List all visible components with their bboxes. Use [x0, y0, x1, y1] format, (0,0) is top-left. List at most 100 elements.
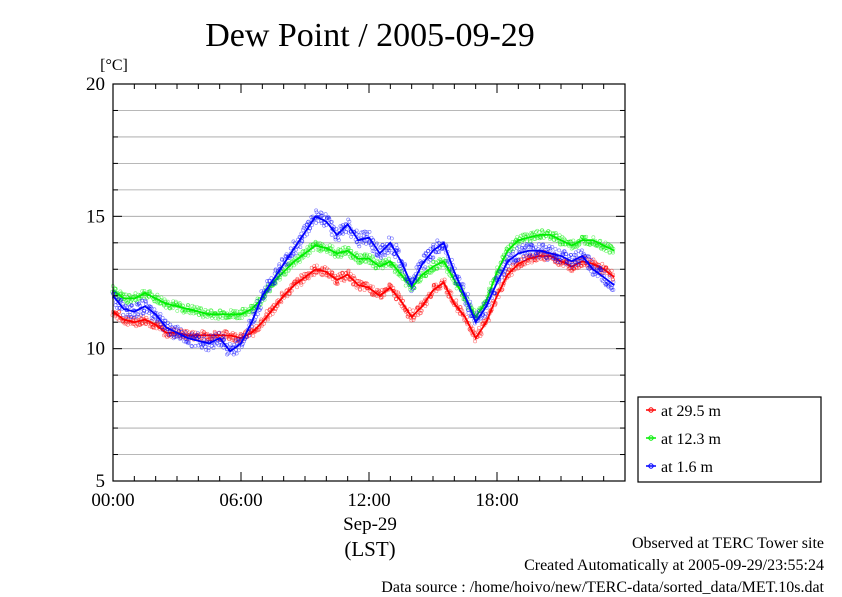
series-point [602, 269, 607, 274]
series-point [483, 311, 488, 316]
series-point [357, 244, 362, 249]
series-point [600, 261, 605, 266]
series-point [277, 262, 282, 267]
series-point [431, 242, 436, 247]
series-point [403, 283, 408, 288]
series-point [227, 337, 232, 342]
series-point [324, 223, 329, 228]
series-point [359, 230, 364, 235]
series-point [239, 316, 244, 321]
series-point [419, 302, 423, 306]
series-point [205, 315, 210, 319]
series-point [308, 242, 313, 247]
series-point [134, 314, 139, 319]
series-point [510, 240, 515, 244]
series-point [367, 261, 372, 265]
series-point [362, 288, 367, 293]
series-point [291, 252, 296, 257]
series-point [558, 260, 563, 265]
series-point [225, 352, 229, 357]
series-point [392, 270, 397, 275]
series-point [569, 262, 574, 267]
series-point [319, 211, 324, 215]
series-point [316, 219, 321, 223]
series-point [516, 257, 521, 262]
series-point [386, 251, 390, 255]
series-point [351, 282, 356, 287]
series-point [431, 245, 436, 250]
series-point [522, 257, 527, 261]
series-point [558, 240, 562, 245]
series-point [346, 246, 351, 251]
series-point [268, 286, 273, 291]
series-point [259, 317, 264, 322]
series-point [190, 303, 195, 308]
series-point [314, 263, 319, 268]
series-point [154, 319, 159, 324]
series-point [206, 348, 211, 353]
series-point [466, 292, 470, 296]
series-point [580, 264, 584, 268]
y-tick-label: 20 [86, 74, 105, 95]
series-point [565, 260, 570, 264]
series-point [330, 244, 335, 249]
series-point [326, 268, 331, 272]
series-point [336, 247, 341, 252]
series-point [383, 253, 388, 258]
series-point [293, 261, 298, 266]
series-point [301, 226, 306, 230]
series-point [393, 255, 398, 260]
series-point [433, 250, 438, 254]
series-point [334, 281, 339, 286]
series-point [174, 335, 179, 340]
series-point [255, 312, 260, 317]
series-point [197, 334, 201, 339]
series-point [354, 251, 359, 255]
x-tick-label: 06:00 [219, 490, 262, 511]
y-tick-label: 15 [86, 206, 105, 227]
series-point [584, 254, 589, 259]
series-point [370, 249, 375, 253]
series-point [525, 232, 529, 237]
series-point [148, 289, 153, 294]
series-point [235, 309, 239, 314]
series-point [299, 282, 304, 287]
series-point [135, 312, 140, 317]
series-point [454, 298, 459, 303]
series-point [589, 257, 594, 262]
series-point [587, 257, 592, 262]
series-point [170, 306, 175, 311]
series-point [278, 271, 283, 276]
series-point [574, 253, 578, 258]
series-point [334, 227, 339, 231]
series-point [195, 305, 200, 310]
x-tick-label: 00:00 [91, 490, 134, 511]
series-point [374, 266, 379, 271]
series-point [206, 345, 211, 350]
series-point [409, 318, 414, 323]
series-point [196, 331, 200, 336]
series-point [374, 241, 379, 246]
series-point [428, 255, 433, 260]
series-point [362, 229, 367, 234]
series-point [423, 273, 428, 278]
series-point [158, 301, 162, 306]
series-point [155, 292, 160, 297]
series-point [288, 246, 293, 251]
series-point [531, 255, 536, 260]
series-point [136, 301, 141, 306]
series-point [396, 248, 401, 252]
x-tick-label: 18:00 [475, 490, 518, 511]
series-point [149, 325, 154, 330]
series-point [506, 264, 510, 269]
series-point [427, 270, 432, 275]
series-point [213, 332, 218, 336]
series-point [407, 307, 412, 312]
series-point [299, 231, 304, 236]
series-point [556, 260, 561, 264]
series-point [233, 309, 238, 314]
series-point [284, 263, 289, 267]
series-point [519, 257, 523, 262]
series-point [431, 255, 436, 260]
series-point [591, 235, 596, 240]
